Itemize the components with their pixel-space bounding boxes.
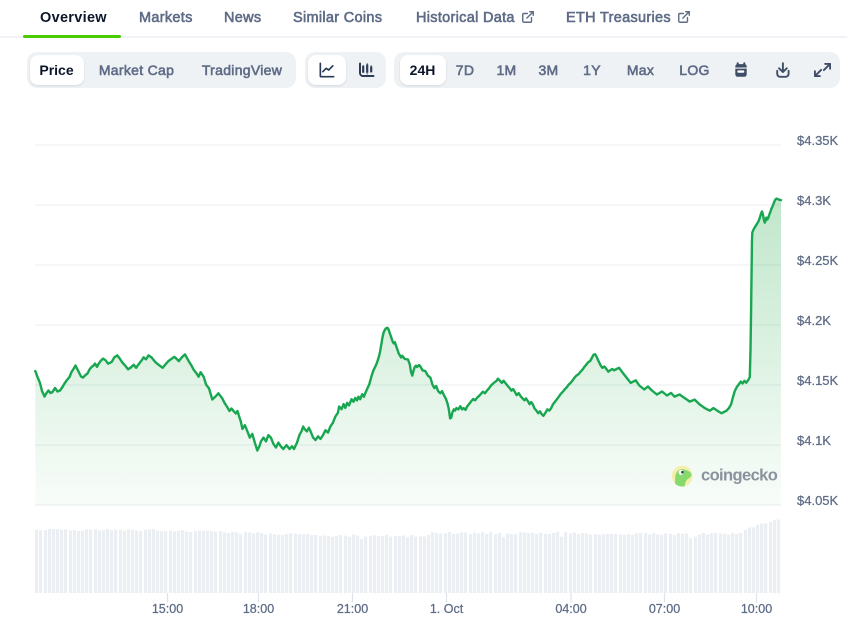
svg-text:04:00: 04:00: [555, 602, 586, 616]
svg-text:$4.05K: $4.05K: [797, 493, 839, 508]
svg-text:$4.25K: $4.25K: [797, 253, 839, 268]
svg-text:18:00: 18:00: [243, 602, 274, 616]
svg-text:$4.3K: $4.3K: [797, 193, 831, 208]
svg-text:$4.1K: $4.1K: [797, 433, 831, 448]
svg-text:10:00: 10:00: [741, 602, 772, 616]
svg-text:1. Oct: 1. Oct: [430, 602, 464, 616]
svg-text:coingecko: coingecko: [701, 467, 778, 485]
svg-text:21:00: 21:00: [337, 602, 368, 616]
svg-text:15:00: 15:00: [152, 602, 183, 616]
svg-text:$4.2K: $4.2K: [797, 313, 831, 328]
svg-text:$4.15K: $4.15K: [797, 373, 839, 388]
svg-text:$4.35K: $4.35K: [797, 133, 839, 148]
svg-text:07:00: 07:00: [649, 602, 680, 616]
